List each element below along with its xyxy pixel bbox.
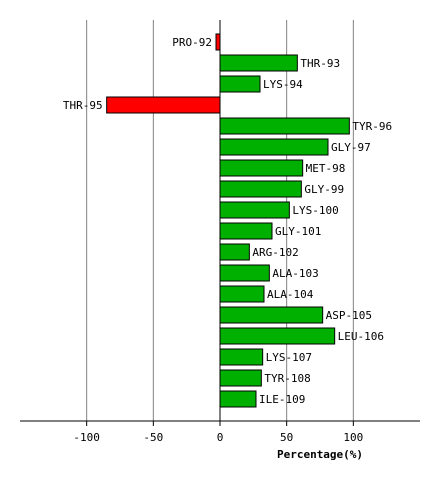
bar-label: TYR-108 bbox=[264, 372, 310, 385]
bar-labels: PRO-92 THR-93 LYS-94 THR-95 TYR-96 GLY-97 MET-… bbox=[63, 36, 392, 406]
bar-label: THR-95 bbox=[63, 99, 103, 112]
bar-label: ASP-105 bbox=[326, 309, 372, 322]
bar bbox=[219, 390, 257, 408]
bar bbox=[219, 117, 350, 135]
bar-label: GLY-99 bbox=[304, 183, 344, 196]
bar bbox=[219, 159, 304, 177]
x-axis-label: Percentage(%) bbox=[277, 448, 363, 461]
bar bbox=[219, 222, 273, 240]
bar-label: TYR-96 bbox=[352, 120, 392, 133]
bar-label: PRO-92 bbox=[172, 36, 212, 49]
x-tick-label: -100 bbox=[73, 431, 100, 444]
bar-label: ALA-103 bbox=[272, 267, 318, 280]
bar-label: MET-98 bbox=[306, 162, 346, 175]
bar bbox=[219, 264, 270, 282]
bar-label: LYS-94 bbox=[263, 78, 303, 91]
bar bbox=[215, 33, 221, 51]
bar-label: LYS-107 bbox=[266, 351, 312, 364]
x-tick-label: 100 bbox=[343, 431, 363, 444]
bar bbox=[219, 201, 290, 219]
bar bbox=[219, 369, 262, 387]
grid-lines bbox=[86, 20, 354, 421]
bar bbox=[106, 96, 221, 114]
bar bbox=[219, 75, 261, 93]
bar-label: GLY-97 bbox=[331, 141, 371, 154]
bar bbox=[219, 327, 336, 345]
bar-label: ALA-104 bbox=[267, 288, 314, 301]
bar bbox=[219, 348, 264, 366]
bar-label: LEU-106 bbox=[338, 330, 384, 343]
bar bbox=[219, 180, 302, 198]
bar bbox=[219, 285, 265, 303]
bars bbox=[106, 33, 350, 408]
bar-label: THR-93 bbox=[300, 57, 340, 70]
x-tick-label: -50 bbox=[143, 431, 163, 444]
bar bbox=[219, 138, 329, 156]
x-tick-label: 50 bbox=[280, 431, 293, 444]
x-axis: -100 -50 0 50 100 bbox=[20, 20, 420, 444]
bar bbox=[219, 54, 298, 72]
bar-label: ILE-109 bbox=[259, 393, 305, 406]
bar-label: GLY-101 bbox=[275, 225, 321, 238]
x-tick-label: 0 bbox=[217, 431, 224, 444]
bar bbox=[219, 243, 250, 261]
bar-label: LYS-100 bbox=[292, 204, 338, 217]
bar-label: ARG-102 bbox=[252, 246, 298, 259]
bar bbox=[219, 306, 324, 324]
